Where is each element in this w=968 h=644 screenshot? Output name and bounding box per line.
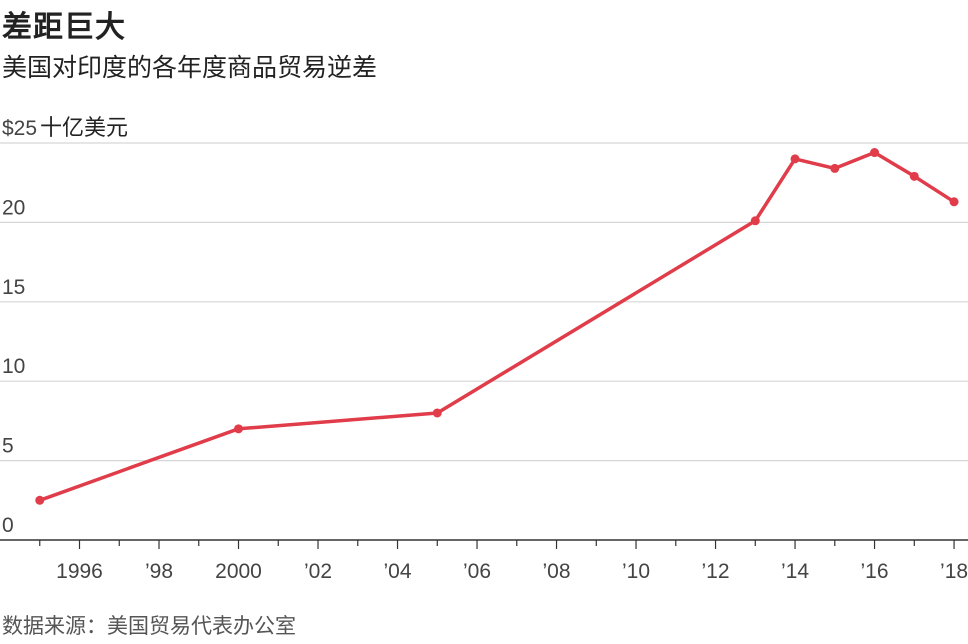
data-point-2000	[234, 424, 244, 434]
x-tick-label-2012: ’12	[702, 560, 730, 583]
data-point-2018	[949, 197, 959, 207]
gridlines	[0, 142, 968, 462]
data-point-2017	[909, 171, 919, 181]
x-axis-tick-labels: 1996 ’98 2000 ’02 ’04 ’06 ’08 ’10 ’12 ’14 ’16 ’18	[56, 560, 968, 583]
data-point-2015	[830, 163, 840, 173]
x-tick-label-2000: 2000	[215, 560, 262, 583]
source-note: 数据来源：美国贸易代表办公室	[2, 614, 296, 638]
data-series	[35, 148, 959, 505]
x-tick-label-1996: 1996	[56, 560, 103, 583]
y-tick-label-5: 5	[2, 435, 14, 458]
data-point-1995	[35, 495, 45, 505]
data-point-2005	[432, 408, 442, 418]
y-tick-label-25: $25	[2, 117, 37, 140]
chart-title: 差距巨大	[2, 10, 126, 45]
data-point-2014	[790, 154, 800, 164]
x-tick-label-2014: ’14	[781, 560, 809, 583]
x-tick-label-1998: ’98	[145, 560, 173, 583]
x-tick-label-2004: ’04	[384, 560, 412, 583]
x-tick-label-2006: ’06	[463, 560, 491, 583]
chart-subtitle: 美国对印度的各年度商品贸易逆差	[2, 53, 378, 82]
series-line	[38, 150, 956, 503]
x-tick-label-2018: ’18	[940, 560, 968, 583]
data-point-2013	[750, 216, 760, 226]
x-tick-label-2016: ’16	[861, 560, 889, 583]
y-axis-tick-labels: 0 5 10 15 20 $25 十亿美元	[2, 115, 128, 537]
y-tick-label-10: 10	[2, 355, 25, 378]
y-axis-unit-label: 十亿美元	[40, 115, 128, 140]
y-tick-label-20: 20	[2, 196, 25, 219]
x-tick-label-2010: ’10	[622, 560, 650, 583]
data-point-2016	[870, 148, 880, 158]
x-tick-label-2008: ’08	[543, 560, 571, 583]
x-axis	[0, 539, 968, 549]
x-tick-label-2002: ’02	[304, 560, 332, 583]
y-tick-label-15: 15	[2, 276, 25, 299]
y-tick-label-0: 0	[2, 514, 14, 537]
